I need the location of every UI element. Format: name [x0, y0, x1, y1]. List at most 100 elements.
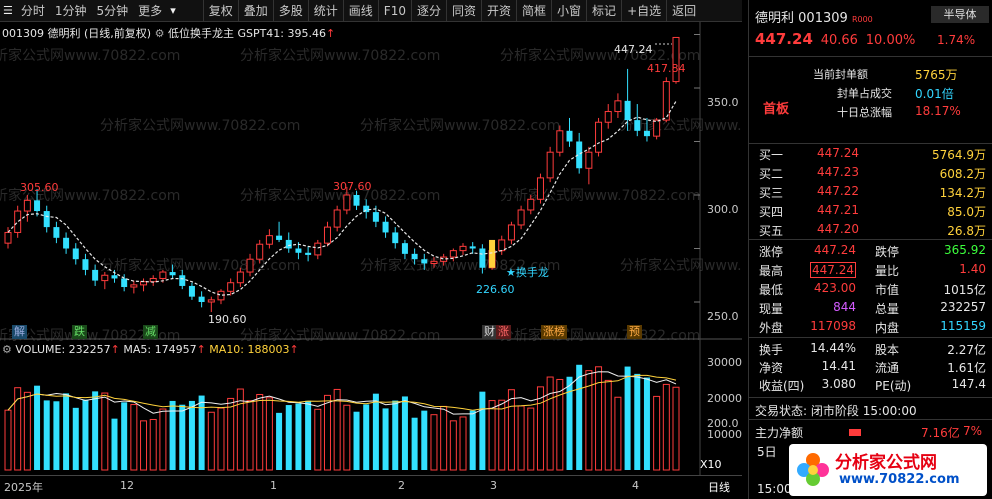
- candle[interactable]: [546, 146, 554, 183]
- volume-bar[interactable]: [140, 420, 148, 471]
- volume-bar[interactable]: [440, 405, 448, 471]
- candle[interactable]: [53, 221, 60, 244]
- sector-badge[interactable]: 半导体: [931, 6, 989, 23]
- candle[interactable]: [305, 246, 312, 262]
- bid-row[interactable]: 买三: [759, 186, 784, 200]
- volume-bar[interactable]: [323, 394, 331, 471]
- candle[interactable]: [536, 173, 544, 204]
- volume-bar[interactable]: [527, 407, 535, 471]
- kline-chart[interactable]: 分析家公式网www.70822.com 分析家公式网www.70822.com 分析…: [0, 0, 742, 499]
- candle[interactable]: [121, 274, 128, 292]
- candle[interactable]: [343, 186, 351, 215]
- candle[interactable]: [624, 68, 631, 131]
- bid-row[interactable]: 买四: [759, 205, 784, 219]
- period-label[interactable]: 日线: [708, 481, 730, 494]
- tab-fenshi[interactable]: 分时: [20, 3, 45, 18]
- volume-bar[interactable]: [276, 412, 283, 470]
- candle[interactable]: [276, 221, 283, 243]
- back-button[interactable]: 返回: [666, 0, 701, 21]
- candle[interactable]: [662, 77, 670, 123]
- volume-bar[interactable]: [179, 404, 186, 470]
- candle[interactable]: [72, 243, 79, 265]
- volume-bar[interactable]: [227, 397, 235, 471]
- btn-zhufen[interactable]: 逐分: [410, 0, 446, 21]
- volume-bar[interactable]: [421, 410, 428, 470]
- candle[interactable]: [449, 248, 457, 262]
- candle[interactable]: [527, 195, 535, 215]
- candle[interactable]: [672, 36, 680, 84]
- volume-bar[interactable]: [576, 364, 583, 470]
- btn-tongzi[interactable]: 同资: [445, 0, 481, 21]
- volume-bar[interactable]: [643, 377, 650, 470]
- candle[interactable]: [82, 253, 89, 276]
- volume-bar[interactable]: [34, 385, 41, 470]
- flag-die[interactable]: 跌: [72, 325, 87, 339]
- candle[interactable]: [469, 242, 476, 254]
- volume-bar[interactable]: [566, 376, 573, 470]
- volume-bar[interactable]: [479, 391, 486, 470]
- btn-huaxian[interactable]: 画线: [342, 0, 378, 21]
- candle[interactable]: [265, 229, 273, 249]
- volume-bar[interactable]: [585, 370, 593, 471]
- candle[interactable]: [556, 125, 564, 157]
- candle[interactable]: [4, 227, 12, 249]
- volume-bar[interactable]: [188, 400, 195, 470]
- btn-tongji[interactable]: 统计: [307, 0, 343, 21]
- candle[interactable]: [198, 291, 205, 308]
- candle[interactable]: [323, 221, 331, 247]
- candle[interactable]: [314, 239, 322, 260]
- candle[interactable]: [643, 117, 650, 142]
- volume-bar[interactable]: [82, 399, 89, 470]
- btn-diejia[interactable]: 叠加: [237, 0, 273, 21]
- candle[interactable]: [34, 189, 41, 217]
- candle[interactable]: [43, 205, 50, 233]
- volume-bar[interactable]: [246, 400, 254, 471]
- volume-bar[interactable]: [604, 379, 612, 471]
- volume-bar[interactable]: [556, 378, 564, 471]
- flag-yu[interactable]: 预: [627, 325, 642, 339]
- volume-bar[interactable]: [672, 386, 680, 471]
- volume-bar[interactable]: [372, 393, 379, 470]
- candle[interactable]: [333, 205, 341, 232]
- candle[interactable]: [459, 243, 467, 255]
- candle[interactable]: [14, 205, 22, 238]
- volume-bar[interactable]: [401, 396, 408, 470]
- candle[interactable]: [604, 104, 612, 129]
- bid-row[interactable]: 买一: [759, 148, 784, 162]
- settings-icon[interactable]: ⚙: [154, 27, 165, 40]
- volume-bar[interactable]: [305, 400, 312, 470]
- candle[interactable]: [130, 280, 138, 294]
- candle[interactable]: [653, 117, 661, 140]
- candle[interactable]: [614, 93, 622, 118]
- volume-bar[interactable]: [43, 400, 50, 470]
- candle[interactable]: [363, 199, 370, 219]
- btn-fuquan[interactable]: 复权: [202, 0, 238, 21]
- volume-bar[interactable]: [23, 391, 31, 471]
- candle[interactable]: [179, 269, 186, 290]
- indicator-name[interactable]: 低位换手龙主: [167, 27, 234, 40]
- flag-cai[interactable]: 财: [482, 325, 497, 339]
- volume-bar[interactable]: [14, 387, 22, 471]
- volume-bar[interactable]: [536, 386, 544, 471]
- candle[interactable]: [188, 282, 195, 300]
- volume-bar[interactable]: [498, 399, 506, 471]
- volume-bar[interactable]: [662, 383, 670, 471]
- candle[interactable]: [479, 244, 486, 274]
- candle[interactable]: [401, 239, 408, 260]
- volume-bar[interactable]: [72, 407, 79, 470]
- candle[interactable]: [411, 248, 418, 265]
- volume-bar[interactable]: [546, 376, 554, 471]
- gear-icon[interactable]: ⚙: [2, 343, 12, 356]
- volume-bar[interactable]: [343, 404, 351, 471]
- candle[interactable]: [507, 221, 515, 245]
- volume-bar[interactable]: [459, 416, 467, 471]
- volume-bar[interactable]: [121, 402, 128, 470]
- candle[interactable]: [295, 242, 302, 260]
- candle[interactable]: [392, 227, 399, 249]
- volume-bar[interactable]: [507, 389, 515, 471]
- candle[interactable]: [246, 253, 254, 277]
- candle[interactable]: [285, 232, 292, 253]
- candle[interactable]: [585, 146, 593, 185]
- volume-bar[interactable]: [295, 403, 302, 470]
- volume-bar[interactable]: [363, 404, 370, 470]
